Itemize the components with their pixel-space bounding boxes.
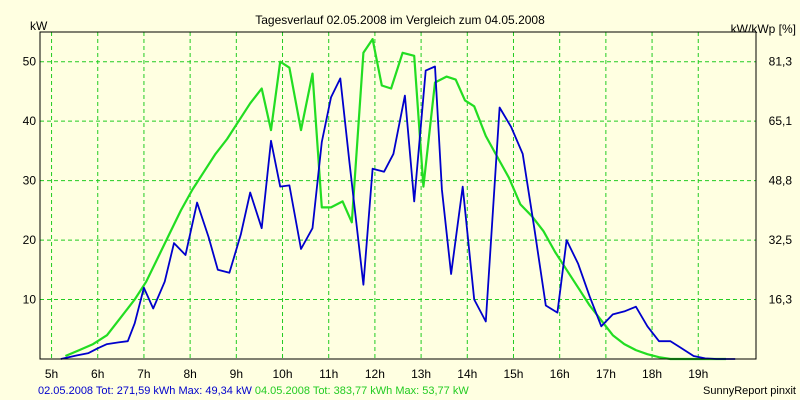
plot-border (39, 31, 757, 360)
y-tick-label: 50 (23, 55, 37, 69)
x-tick-label: 15h (503, 367, 523, 381)
right-tick-label: 48,8 (769, 174, 793, 188)
x-tick-label: 5h (45, 367, 58, 381)
x-tick-label: 12h (365, 367, 385, 381)
left-axis-label: kW (30, 19, 48, 33)
x-tick-label: 16h (550, 367, 570, 381)
footer-series2-stats: Tot: 383,77 kWh Max: 53,77 kW (313, 385, 470, 397)
x-tick-label: 19h (688, 367, 708, 381)
chart-title: Tagesverlauf 02.05.2008 im Vergleich zum… (255, 13, 545, 27)
y-tick-label: 10 (23, 293, 37, 307)
footer-series1-stats: Tot: 271,59 kWh Max: 49,34 kW (96, 385, 253, 397)
footer-series2-label: 04.05.2008 (255, 385, 310, 397)
right-tick-label: 65,1 (769, 114, 793, 128)
plot-area (40, 32, 756, 359)
right-tick-label: 32,5 (769, 233, 793, 247)
x-tick-label: 6h (91, 367, 104, 381)
series-line-blue (60, 65, 736, 360)
plot-layer: 10 20 30 40 50 16,3 32,5 48,8 65,1 81,3 5h 6h 7h 8h 9h… (23, 31, 793, 381)
right-tick-label: 16,3 (769, 293, 793, 307)
footer-brand: SunnyReport pinxit (703, 385, 796, 397)
series-line-green (64, 37, 726, 361)
x-tick-label: 10h (273, 367, 293, 381)
x-tick-label: 7h (137, 367, 150, 381)
x-tick-label: 8h (183, 367, 196, 381)
y-tick-label: 40 (23, 114, 37, 128)
footer-series1-label: 02.05.2008 (38, 385, 93, 397)
footer-series1: 02.05.2008 Tot: 271,59 kWh Max: 49,34 kW… (38, 385, 469, 397)
x-tick-label: 13h (411, 367, 431, 381)
y-tick-label: 30 (23, 174, 37, 188)
x-tick-label: 18h (642, 367, 662, 381)
x-tick-label: 11h (319, 367, 338, 381)
right-tick-label: 81,3 (769, 55, 793, 69)
x-tick-label: 14h (457, 367, 477, 381)
x-tick-label: 9h (230, 367, 243, 381)
y-tick-label: 20 (23, 233, 37, 247)
x-tick-label: 17h (596, 367, 616, 381)
